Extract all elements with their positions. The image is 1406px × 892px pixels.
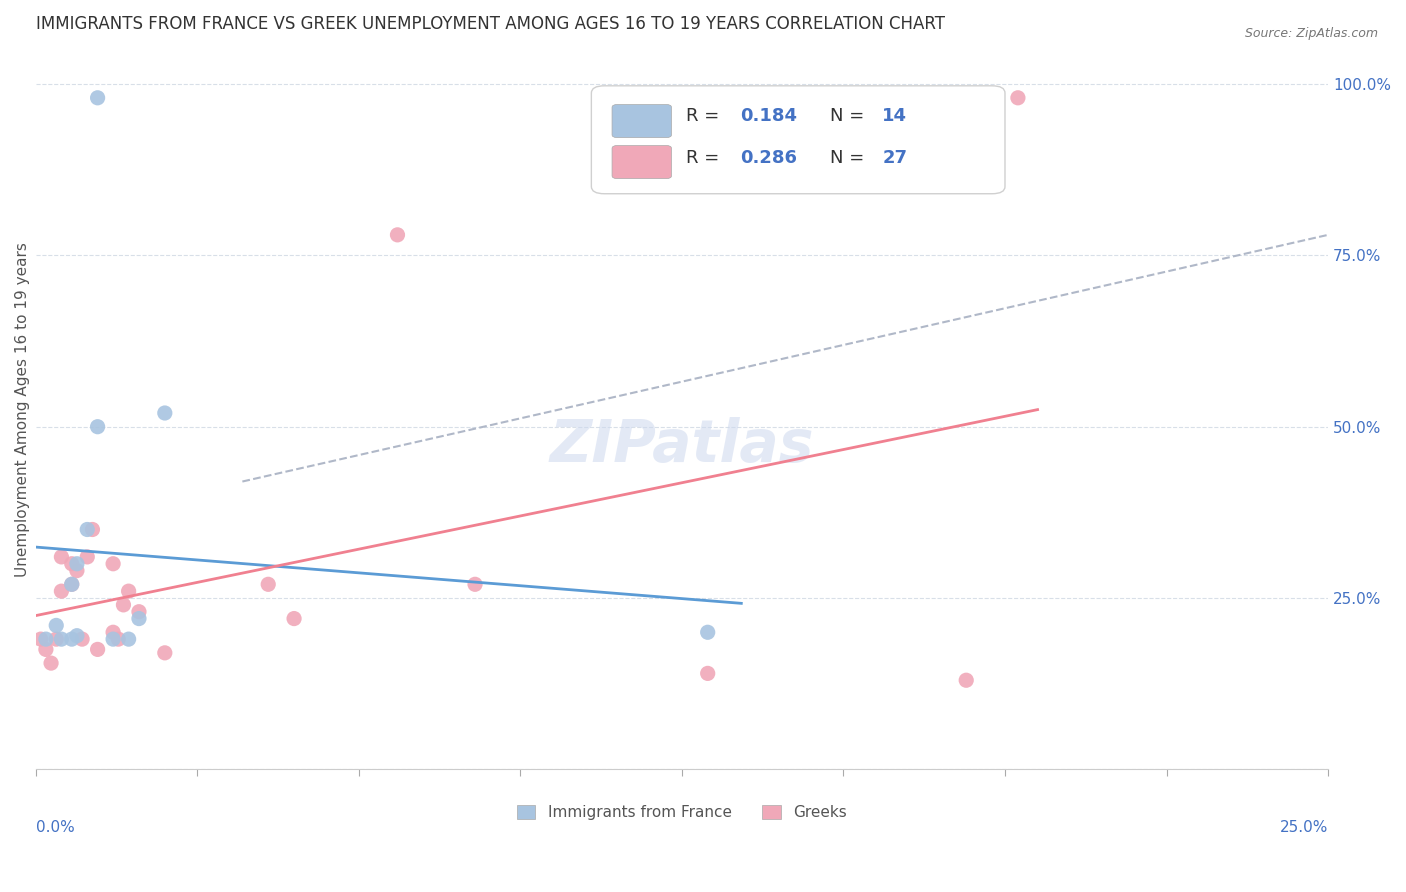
Point bbox=[153, 646, 176, 660]
Point bbox=[35, 642, 58, 657]
Point bbox=[112, 598, 135, 612]
Point bbox=[696, 666, 718, 681]
Point bbox=[387, 227, 409, 242]
Legend: Immigrants from France, Greeks: Immigrants from France, Greeks bbox=[510, 799, 852, 826]
Point bbox=[101, 625, 124, 640]
Text: R =: R = bbox=[686, 149, 724, 167]
Point bbox=[66, 557, 89, 571]
Text: N =: N = bbox=[831, 149, 870, 167]
Point bbox=[86, 419, 108, 434]
Point bbox=[283, 611, 305, 625]
FancyBboxPatch shape bbox=[612, 104, 672, 137]
Text: R =: R = bbox=[686, 107, 724, 125]
Point bbox=[39, 656, 62, 670]
FancyBboxPatch shape bbox=[612, 145, 672, 178]
Text: Source: ZipAtlas.com: Source: ZipAtlas.com bbox=[1244, 27, 1378, 40]
Point bbox=[76, 549, 98, 564]
Point bbox=[66, 629, 89, 643]
Point bbox=[70, 632, 93, 647]
Point bbox=[464, 577, 486, 591]
Point bbox=[66, 564, 89, 578]
Text: N =: N = bbox=[831, 107, 870, 125]
Point bbox=[30, 632, 52, 647]
Text: 0.286: 0.286 bbox=[740, 149, 797, 167]
Point bbox=[1007, 91, 1029, 105]
Point bbox=[82, 523, 104, 537]
FancyBboxPatch shape bbox=[592, 86, 1005, 194]
Point bbox=[51, 549, 73, 564]
Point bbox=[257, 577, 280, 591]
Point bbox=[60, 557, 83, 571]
Point bbox=[117, 584, 139, 599]
Point bbox=[86, 642, 108, 657]
Point bbox=[101, 632, 124, 647]
Point bbox=[35, 632, 58, 647]
Text: 0.0%: 0.0% bbox=[35, 820, 75, 835]
Point bbox=[117, 632, 139, 647]
Text: 25.0%: 25.0% bbox=[1279, 820, 1329, 835]
Point bbox=[128, 605, 150, 619]
Text: 0.184: 0.184 bbox=[740, 107, 797, 125]
Point bbox=[51, 632, 73, 647]
Point bbox=[696, 625, 718, 640]
Point bbox=[51, 584, 73, 599]
Y-axis label: Unemployment Among Ages 16 to 19 years: Unemployment Among Ages 16 to 19 years bbox=[15, 242, 30, 577]
Point bbox=[101, 557, 124, 571]
Point bbox=[955, 673, 977, 688]
Point bbox=[107, 632, 129, 647]
Point bbox=[45, 618, 67, 632]
Point bbox=[60, 632, 83, 647]
Point bbox=[76, 523, 98, 537]
Text: 14: 14 bbox=[882, 107, 907, 125]
Point bbox=[153, 406, 176, 420]
Text: ZIPatlas: ZIPatlas bbox=[550, 417, 814, 474]
Point bbox=[60, 577, 83, 591]
Point bbox=[128, 611, 150, 625]
Point bbox=[86, 91, 108, 105]
Text: 27: 27 bbox=[882, 149, 907, 167]
Point bbox=[45, 632, 67, 647]
Point bbox=[60, 577, 83, 591]
Text: IMMIGRANTS FROM FRANCE VS GREEK UNEMPLOYMENT AMONG AGES 16 TO 19 YEARS CORRELATI: IMMIGRANTS FROM FRANCE VS GREEK UNEMPLOY… bbox=[35, 15, 945, 33]
